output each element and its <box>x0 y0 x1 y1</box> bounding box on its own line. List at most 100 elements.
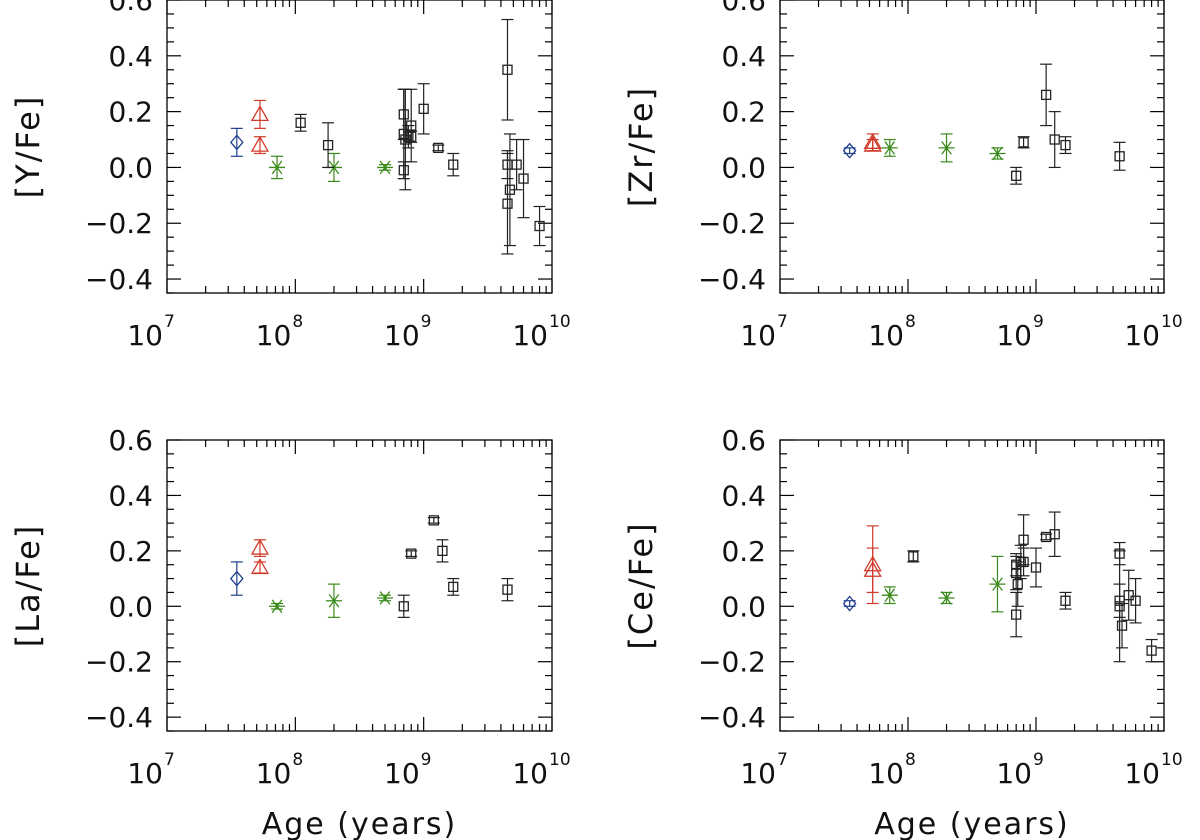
square-marker <box>908 551 919 562</box>
data-point-square <box>1017 136 1030 149</box>
data-point-triangle <box>250 135 270 155</box>
data-point-square <box>907 550 920 563</box>
x-tick-label: 10 <box>996 319 1032 352</box>
y-tick-label: 0.6 <box>721 0 766 17</box>
square-marker <box>1018 137 1029 148</box>
data-point-triangle <box>250 558 270 575</box>
panel-ce-fe: −0.4−0.20.00.20.40.610 7 10 8 10 9 10 10[Ce/Fe]… <box>622 424 1183 840</box>
square-marker <box>1011 609 1022 620</box>
data-point-square <box>1122 569 1135 621</box>
data-point-asterisk <box>377 591 394 605</box>
x-tick-label: 10 <box>512 757 548 790</box>
x-tick-label: 10 <box>1124 319 1160 352</box>
square-marker <box>406 548 417 559</box>
plot-frame <box>166 439 553 732</box>
square-marker <box>534 220 545 232</box>
x-tick-label: 10 <box>127 757 163 790</box>
square-marker <box>322 139 334 151</box>
data-point-square <box>517 138 530 219</box>
y-axis-title: [Ce/Fe] <box>622 521 660 649</box>
data-point-square <box>501 18 514 121</box>
y-tick-label: −0.4 <box>698 701 766 734</box>
panel-y-fe: −0.4−0.20.00.20.40.610 7 10 8 10 9 10 10[Y/Fe] <box>9 0 571 352</box>
data-point-square <box>436 539 449 563</box>
data-point-asterisk <box>377 160 394 175</box>
data-point-square <box>1129 577 1142 624</box>
x-tick-label: 10 <box>256 757 292 790</box>
data-point-square <box>417 83 430 135</box>
x-tick-label: 10 <box>740 757 776 790</box>
y-tick-label: 0.6 <box>108 424 153 457</box>
y-tick-label: 0.0 <box>721 151 766 184</box>
data-point-square <box>1011 561 1024 607</box>
x-tick-exponent: 8 <box>905 750 916 770</box>
square-marker <box>511 159 522 170</box>
x-tick-exponent: 7 <box>777 312 788 332</box>
x-tick-exponent: 9 <box>421 750 432 770</box>
data-point-diamond <box>229 127 244 157</box>
x-tick-label: 10 <box>384 757 420 790</box>
data-point-triangle <box>250 99 270 129</box>
triangle-marker <box>863 560 882 577</box>
asterisk-arm <box>271 160 283 175</box>
square-marker <box>1049 529 1060 540</box>
x-tick-exponent: 10 <box>1161 750 1183 770</box>
asterisk-arm <box>271 599 283 614</box>
asterisk-arm <box>941 591 952 605</box>
diamond-marker <box>229 570 244 587</box>
data-point-asterisk <box>938 133 955 163</box>
x-tick-exponent: 7 <box>164 750 175 770</box>
square-marker <box>1030 562 1042 573</box>
square-marker <box>1049 134 1060 145</box>
square-marker <box>1114 151 1125 162</box>
asterisk-arm <box>992 146 1003 161</box>
data-point-asterisk <box>938 591 955 605</box>
y-tick-label: 0.0 <box>721 590 766 623</box>
data-point-square <box>397 594 410 618</box>
y-tick-label: 0.4 <box>721 40 766 73</box>
data-point-square <box>1010 166 1023 185</box>
y-tick-label: 0.2 <box>721 535 766 568</box>
data-point-asterisk <box>269 599 286 614</box>
square-marker <box>1146 645 1157 656</box>
data-point-square <box>1030 547 1042 588</box>
x-tick-exponent: 10 <box>549 750 571 770</box>
square-marker <box>448 581 459 593</box>
x-tick-label: 10 <box>384 319 420 352</box>
square-marker <box>1130 595 1141 606</box>
data-point-square <box>1017 547 1030 577</box>
square-marker <box>1114 601 1125 612</box>
data-point-square <box>501 152 514 255</box>
x-tick-exponent: 7 <box>164 312 175 332</box>
square-marker <box>418 103 429 114</box>
x-tick-exponent: 8 <box>905 312 916 332</box>
asterisk-arm <box>992 577 1003 591</box>
asterisk-arm <box>884 588 896 602</box>
asterisk-arm <box>941 141 952 155</box>
x-tick-label: 10 <box>868 319 904 352</box>
y-tick-label: −0.2 <box>85 207 153 240</box>
square-marker <box>295 117 306 128</box>
data-point-triangle <box>250 538 270 558</box>
y-tick-label: 0.4 <box>721 479 766 512</box>
y-tick-label: 0.0 <box>108 151 153 184</box>
x-tick-exponent: 9 <box>1033 750 1044 770</box>
y-tick-label: 0.6 <box>721 424 766 457</box>
x-tick-label: 10 <box>127 319 163 352</box>
data-point-square <box>1145 638 1158 663</box>
square-marker <box>1123 590 1134 601</box>
data-point-square <box>322 122 335 169</box>
x-tick-exponent: 10 <box>1161 312 1183 332</box>
x-tick-exponent: 8 <box>292 750 303 770</box>
diamond-marker <box>842 595 857 612</box>
square-marker <box>400 134 411 145</box>
y-tick-label: −0.4 <box>698 263 766 296</box>
asterisk-arm <box>379 591 391 605</box>
diamond-marker <box>842 142 857 159</box>
data-point-square <box>1113 550 1126 663</box>
x-axis-title: Age (years) <box>262 807 458 840</box>
square-marker <box>1011 170 1022 181</box>
data-point-asterisk <box>881 138 898 157</box>
data-point-diamond <box>842 142 857 159</box>
triangle-marker <box>250 538 270 555</box>
